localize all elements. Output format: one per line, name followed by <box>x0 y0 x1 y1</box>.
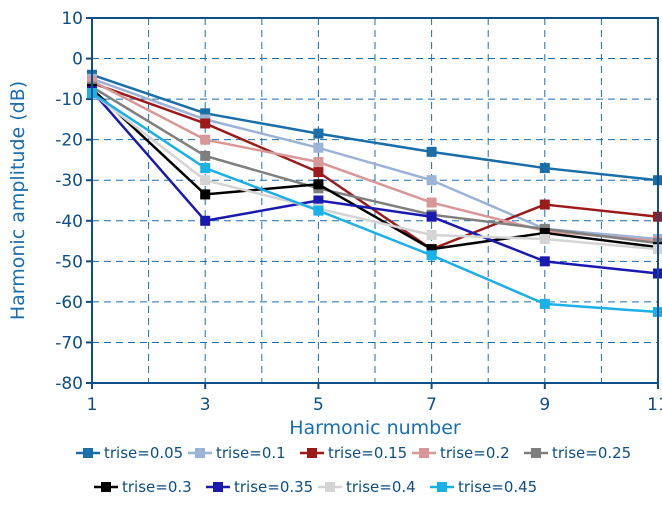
y-tick-label: -10 <box>55 90 83 110</box>
y-tick-label: 0 <box>72 50 83 70</box>
legend-label: trise=0.15 <box>328 444 407 462</box>
x-tick-label: 7 <box>426 395 437 415</box>
series-line <box>91 85 659 245</box>
y-tick-label: 10 <box>61 9 83 29</box>
data-point <box>313 142 324 153</box>
data-point <box>539 163 550 174</box>
y-tick-label: -70 <box>55 333 83 353</box>
legend-label: trise=0.05 <box>104 444 183 462</box>
legend-item: trise=0.25 <box>524 444 631 462</box>
legend-label: trise=0.35 <box>234 478 313 496</box>
data-point <box>313 128 324 139</box>
legend-item: trise=0.35 <box>206 478 313 496</box>
legend-marker <box>307 448 317 458</box>
series-line <box>91 88 659 251</box>
legend-item: trise=0.4 <box>318 478 416 496</box>
legend: trise=0.05 trise=0.1 trise=0.15 trise=0.2 tr… <box>76 444 631 496</box>
data-point <box>313 167 324 178</box>
data-point <box>426 146 437 157</box>
data-point <box>426 229 437 240</box>
data-point <box>426 250 437 261</box>
x-axis-title: Harmonic number <box>289 417 461 439</box>
data-point <box>200 134 211 145</box>
data-point <box>200 150 211 161</box>
x-tick-label: 3 <box>200 395 211 415</box>
x-tick-label: 5 <box>313 395 324 415</box>
series-line <box>91 91 659 314</box>
series-line <box>91 79 659 243</box>
data-point <box>426 211 437 222</box>
legend-marker <box>325 482 335 492</box>
legend-item: trise=0.05 <box>76 444 183 462</box>
data-point <box>313 156 324 167</box>
data-point <box>200 215 211 226</box>
legend-marker <box>437 482 447 492</box>
legend-label: trise=0.4 <box>346 478 416 496</box>
series-line <box>91 92 659 251</box>
legend-marker <box>195 448 205 458</box>
data-point <box>539 199 550 210</box>
data-point <box>426 175 437 186</box>
y-tick-label: -60 <box>55 293 83 313</box>
x-tick-label: 9 <box>539 395 550 415</box>
data-point <box>539 256 550 267</box>
data-point <box>313 205 324 216</box>
legend-label: trise=0.25 <box>552 444 631 462</box>
legend-item: trise=0.1 <box>188 444 286 462</box>
y-tick-label: -40 <box>55 212 83 232</box>
legend-label: trise=0.1 <box>216 444 286 462</box>
legend-marker <box>419 448 429 458</box>
y-tick-label: -50 <box>55 252 83 272</box>
data-point <box>200 163 211 174</box>
y-axis-ticks: 10 0 -10 -20 -30 -40 -50 -60 -70 -80 <box>55 9 92 394</box>
plot-area <box>91 17 659 384</box>
data-point <box>539 298 550 309</box>
data-point <box>313 195 324 206</box>
x-axis-ticks: 1 3 5 7 9 11 <box>87 383 662 415</box>
legend-marker <box>213 482 223 492</box>
data-point <box>539 227 550 238</box>
legend-label: trise=0.3 <box>122 478 192 496</box>
y-tick-label: -30 <box>55 171 83 191</box>
legend-marker <box>531 448 541 458</box>
series-line <box>91 81 659 251</box>
data-point <box>539 234 550 245</box>
data-point <box>200 175 211 186</box>
y-tick-label: -20 <box>55 131 83 151</box>
legend-marker <box>83 448 93 458</box>
x-tick-label: 1 <box>87 395 98 415</box>
y-axis-title: Harmonic amplitude (dB) <box>7 81 29 320</box>
x-tick-label: 11 <box>647 395 662 415</box>
data-point <box>426 197 437 208</box>
legend-item: trise=0.45 <box>430 478 537 496</box>
grid <box>92 18 658 383</box>
data-point <box>313 179 324 190</box>
data-point <box>426 244 437 255</box>
series-line <box>91 73 659 182</box>
legend-item: trise=0.15 <box>300 444 407 462</box>
legend-label: trise=0.45 <box>458 478 537 496</box>
y-tick-label: -80 <box>55 374 83 394</box>
series-line <box>91 90 659 275</box>
data-point <box>200 108 211 119</box>
legend-marker <box>101 482 111 492</box>
data-point <box>200 189 211 200</box>
legend-item: trise=0.3 <box>94 478 192 496</box>
legend-item: trise=0.2 <box>412 444 510 462</box>
data-point <box>200 118 211 129</box>
legend-label: trise=0.2 <box>440 444 510 462</box>
